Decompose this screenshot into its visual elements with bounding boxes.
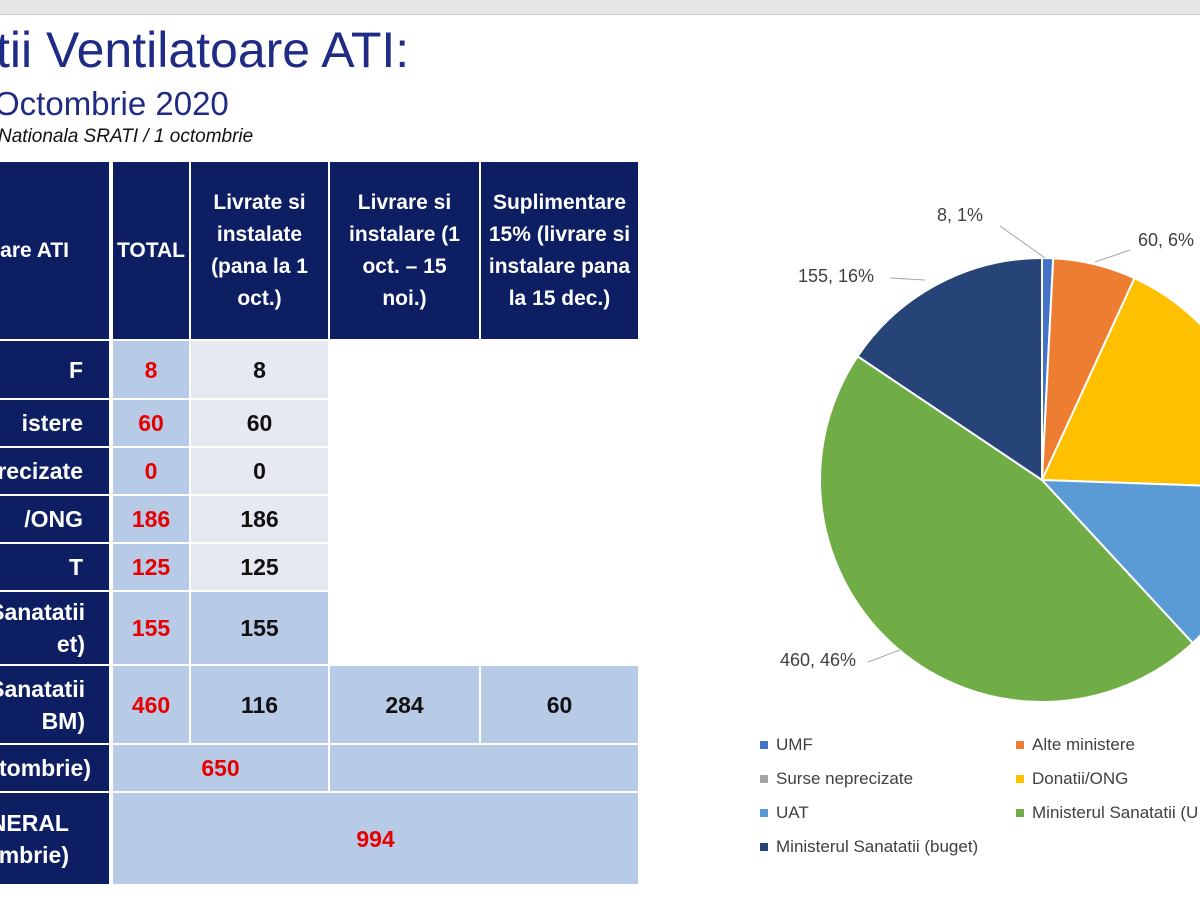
row-livrate-ms-buget: 155 [189,590,330,666]
row-total-neprecizate: 0 [111,446,191,496]
pie-slice-donatii-ong [1040,276,1200,487]
grand-total-label: NERAL mbrie) [0,791,111,886]
pie-leader-line [889,277,926,281]
row-livrate-uat: 125 [189,542,330,592]
window-top-bar [0,0,1200,15]
row-total-ms-buget: 155 [111,590,191,666]
subtotal-empty-cell [328,743,640,793]
row-label-ms-buget: Sanatatii et) [0,590,111,666]
pie-data-label: 8, 1% [937,205,984,225]
legend-item: Ministerul Sanatatii (U [1016,803,1198,823]
legend-label: Ministerul Sanatatii (U [1032,803,1199,822]
row-livrate-donatii: 186 [189,494,330,544]
pie-data-label: 60, 6% [1138,230,1195,250]
pie-leader-line [867,649,901,663]
chart-legend: UMF Alte ministere Surse neprecizate Donati… [760,735,1200,865]
legend-item: UAT [760,803,809,823]
row-oct-noi-ms-ubm: 284 [328,664,481,745]
subtotal-label: tombrie) [0,743,111,793]
row-livrate-alte-ministere: 60 [189,398,330,448]
row-livrate-ms-ubm: 116 [189,664,330,745]
row-total-umf: 8 [111,339,191,400]
source-note: Nationala SRATI / 1 octombrie [0,126,254,147]
row-label-umf: F [0,339,111,400]
legend-swatch [760,741,768,749]
grand-total-value: 994 [111,791,640,886]
legend-label: Alte ministere [1032,735,1135,754]
legend-item: UMF [760,735,813,755]
legend-swatch [1016,809,1024,817]
pie-leader-line [999,225,1046,259]
row-total-alte-ministere: 60 [111,398,191,448]
pie-slices [819,256,1200,703]
legend-label: UMF [776,735,813,754]
pie-slice-alte-ministere [1041,257,1136,481]
legend-item: Alte ministere [1016,735,1135,755]
legend-item: Ministerul Sanatatii (buget) [760,837,978,857]
row-supl-ms-ubm: 60 [479,664,640,745]
table-header-livrate: Livrate si instalate (pana la 1 oct.) [189,160,330,341]
pie-slice-umf [1041,256,1055,481]
pie-slice-ministerul-sanatatii-buget- [856,256,1043,482]
row-total-donatii: 186 [111,494,191,544]
table-header-total: TOTAL [111,160,191,341]
legend-swatch [760,775,768,783]
row-total-ms-ubm: 460 [111,664,191,745]
pie-slice-ministerul-sanatatii-u [819,354,1195,703]
row-label-ms-ubm: Sanatatii BM) [0,664,111,745]
legend-item: Surse neprecizate [760,769,913,789]
legend-label: Ministerul Sanatatii (buget) [776,837,979,856]
subtotal-value: 650 [111,743,330,793]
table-header-oct-noi: Livrare si instalare (1 oct. – 15 noi.) [328,160,481,341]
pie-data-label: 460, 46% [780,650,857,670]
pie-slice-uat [1039,478,1200,645]
row-label-uat: T [0,542,111,592]
row-livrate-umf: 8 [189,339,330,400]
row-total-uat: 125 [111,542,191,592]
legend-swatch [1016,741,1024,749]
legend-label: Surse neprecizate [776,769,914,788]
legend-label: UAT [776,803,809,822]
row-label-neprecizate: recizate [0,446,111,496]
legend-swatch [760,809,768,817]
legend-swatch [760,843,768,851]
table-header-suplimentare: Suplimentare 15% (livrare si instalare p… [479,160,640,341]
row-label-alte-ministere: istere [0,398,111,448]
row-label-donatii: /ONG [0,494,111,544]
page-title: tii Ventilatoare ATI: [0,22,410,78]
pie-leader-lines [867,225,1131,663]
legend-swatch [1016,775,1024,783]
pie-leader-line [1094,249,1131,263]
legend-item: Donatii/ONG [1016,769,1128,789]
table-header-category: are ATI [0,160,111,341]
pie-data-label: 155, 16% [798,266,875,286]
legend-label: Donatii/ONG [1032,769,1129,788]
row-livrate-neprecizate: 0 [189,446,330,496]
page-subtitle: Octombrie 2020 [0,85,229,122]
